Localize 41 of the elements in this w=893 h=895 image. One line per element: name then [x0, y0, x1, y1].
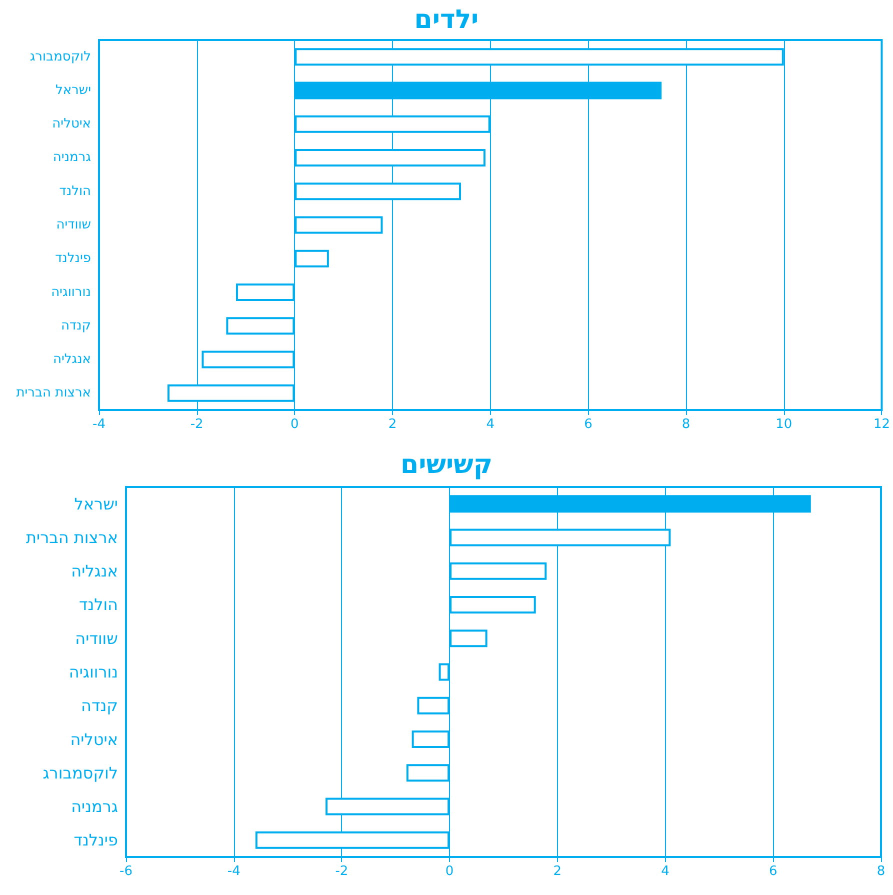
x-tick-label: 0 [445, 864, 454, 879]
y-tick-label: איטליה [70, 730, 118, 749]
y-tick-label: איטליה [52, 116, 91, 132]
x-tick-label: -6 [120, 864, 132, 879]
y-tick-label: לוקסמבורג [30, 49, 91, 64]
y-tick-label: ישראל [55, 82, 92, 98]
y-tick-label: ארצות הברית [16, 386, 91, 401]
x-tick-label: 4 [661, 864, 670, 879]
x-tick-label: -2 [335, 864, 348, 879]
x-tick-label: 8 [876, 864, 886, 879]
y-tick-label: לוקסמבורג [42, 763, 118, 782]
y-tick-label: הולנד [59, 184, 91, 199]
y-tick-label: שוודיה [75, 628, 118, 648]
y-tick-label: הולנד [78, 595, 118, 614]
y-tick-label: גרמניה [71, 797, 118, 816]
y-tick-label: נורווגיה [68, 662, 118, 682]
chart-title: קשישים [400, 450, 492, 480]
x-tick-label: 6 [769, 864, 778, 879]
x-tick-label: -2 [190, 417, 204, 432]
y-tick-label: ישראל [74, 494, 118, 514]
y-tick-label: פינלנד [55, 251, 91, 266]
y-tick-label: שוודיה [56, 218, 91, 232]
x-tick-label: -4 [227, 864, 240, 879]
y-tick-label: נורווגיה [51, 284, 91, 300]
x-tick-label: 6 [584, 417, 592, 432]
y-tick-label: אנגליה [71, 562, 118, 581]
x-tick-label: 12 [873, 417, 890, 432]
y-tick-label: קנדה [60, 318, 91, 334]
y-tick-label: גרמניה [52, 150, 91, 166]
y-tick-label: אנגליה [52, 352, 91, 368]
chart-title: ילדים [414, 5, 479, 35]
x-tick-label: 0 [290, 417, 299, 432]
x-tick-label: 2 [553, 864, 562, 879]
y-tick-label: פינלנד [74, 830, 118, 850]
x-tick-label: -4 [92, 417, 106, 432]
x-tick-label: 10 [776, 417, 792, 432]
x-tick-label: 2 [388, 417, 397, 432]
y-tick-label: ארצות הברית [26, 528, 118, 547]
x-tick-label: 4 [486, 417, 495, 432]
x-tick-label: 8 [682, 417, 690, 432]
y-tick-label: קנדה [81, 696, 118, 716]
